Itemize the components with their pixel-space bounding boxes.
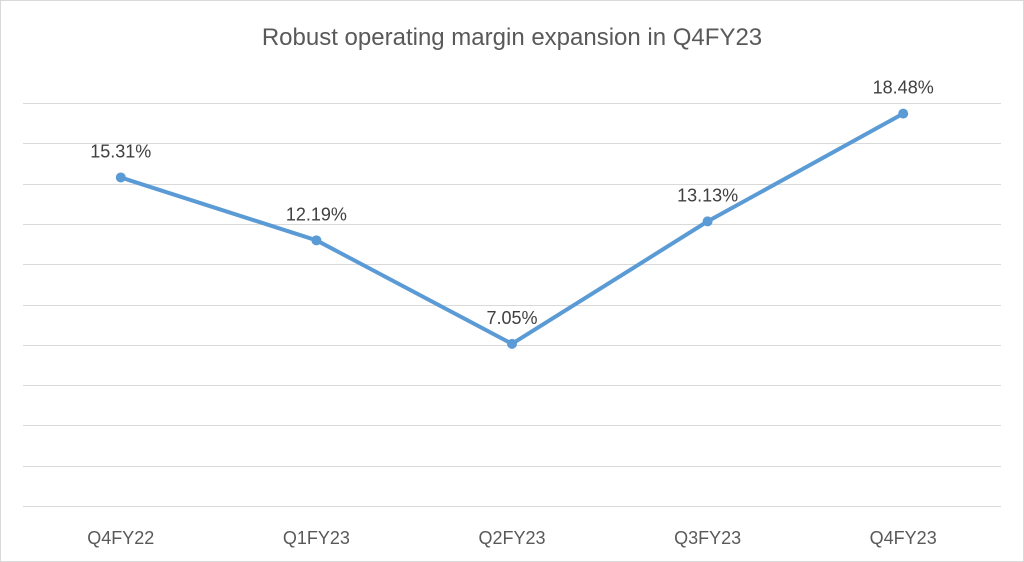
data-label: 7.05% <box>486 308 537 328</box>
data-point <box>702 216 713 227</box>
gridlines <box>23 103 1001 507</box>
x-axis-labels: Q4FY22 Q1FY23 Q2FY23 Q3FY23 Q4FY23 <box>87 528 936 548</box>
data-point <box>311 235 322 246</box>
data-label: 15.31% <box>90 141 151 161</box>
x-tick-label: Q4FY23 <box>870 528 937 548</box>
data-label: 13.13% <box>677 185 738 205</box>
x-tick-label: Q3FY23 <box>674 528 741 548</box>
x-tick-label: Q1FY23 <box>283 528 350 548</box>
data-points <box>115 108 909 349</box>
data-point <box>115 172 126 183</box>
data-point <box>898 108 909 119</box>
x-tick-label: Q4FY22 <box>87 528 154 548</box>
data-point <box>507 338 517 349</box>
data-labels: 15.31% 12.19% 7.05% 13.13% 18.48% <box>90 78 933 328</box>
data-label: 12.19% <box>286 204 347 224</box>
chart-title: Robust operating margin expansion in Q4F… <box>262 24 762 51</box>
data-label: 18.48% <box>873 78 934 98</box>
x-tick-label: Q2FY23 <box>478 528 545 548</box>
